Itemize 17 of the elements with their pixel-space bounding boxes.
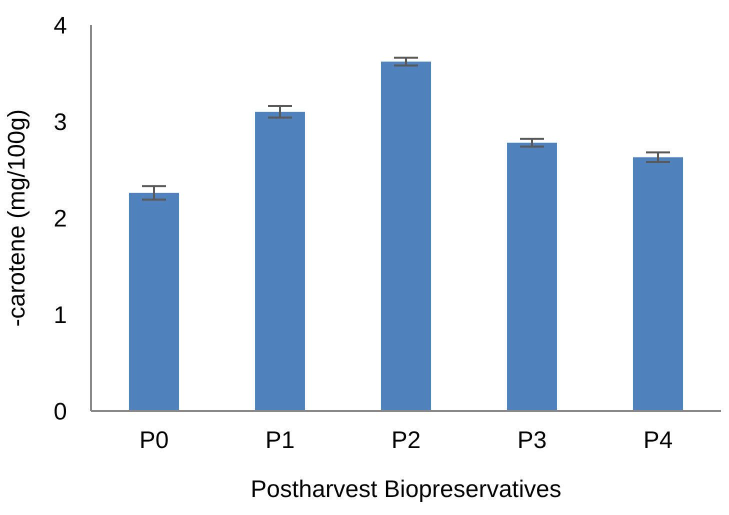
bar (129, 192, 179, 411)
x-axis-title: Postharvest Biopreservatives (250, 476, 562, 503)
x-tick-label: P3 (517, 427, 547, 454)
y-axis-title: -carotene (mg/100g) (4, 109, 31, 327)
x-tick-label: P2 (391, 427, 421, 454)
y-tick-label: 2 (54, 206, 67, 233)
x-tick-label: P4 (643, 427, 673, 454)
bar (633, 157, 683, 411)
bar (255, 112, 305, 411)
x-tick-label: P0 (139, 427, 169, 454)
x-tick-label: P1 (265, 427, 295, 454)
y-tick-label: 0 (54, 398, 67, 426)
y-tick-label: 1 (54, 302, 67, 330)
y-tick-label: 4 (54, 12, 67, 40)
bar (381, 62, 431, 411)
bar (507, 142, 557, 411)
y-tick-label: 3 (54, 109, 67, 136)
